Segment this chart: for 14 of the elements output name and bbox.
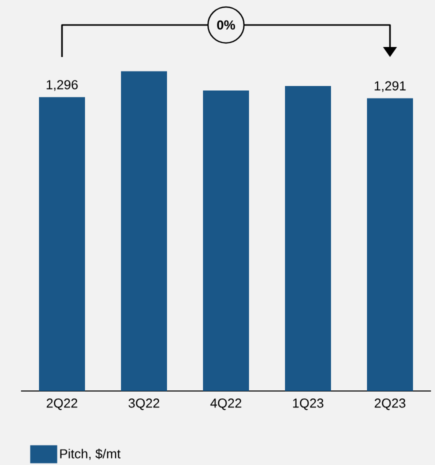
x-tick-label: 2Q23 xyxy=(374,398,406,410)
bar xyxy=(285,86,331,391)
x-tick-label: 4Q22 xyxy=(210,398,242,410)
bar xyxy=(121,71,167,391)
bar xyxy=(367,98,413,391)
x-tick-label: 3Q22 xyxy=(128,398,160,410)
data-label: 1,296 xyxy=(46,80,78,91)
text: 0% xyxy=(217,20,236,30)
x-tick-label: 2Q22 xyxy=(46,398,78,410)
legend-label: Pitch, $/mt xyxy=(60,448,120,460)
bar xyxy=(39,97,85,391)
x-tick-label: 1Q23 xyxy=(293,398,324,410)
bar xyxy=(203,90,249,391)
data-label: 1,291 xyxy=(374,81,406,92)
